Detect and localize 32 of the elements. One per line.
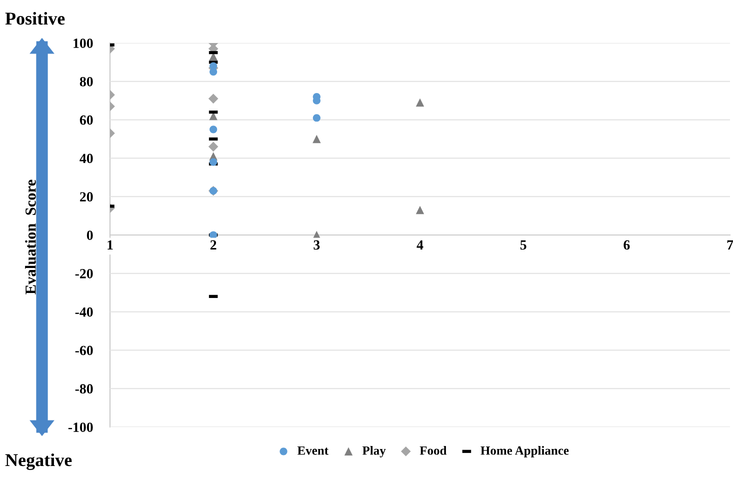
x-tick-label: 3 — [314, 240, 320, 250]
y-tick-label: 0 — [86, 230, 93, 240]
legend-label: Event — [297, 446, 328, 455]
y-tick-label: -40 — [75, 307, 93, 317]
y-tick-label: -20 — [75, 268, 93, 278]
legend-label: Home Appliance — [480, 446, 569, 458]
y-tick-label: -80 — [75, 384, 93, 394]
y-axis-title: Evaluation Score — [25, 180, 36, 294]
y-tick-label: 20 — [80, 192, 93, 202]
x-tick-label: 6 — [624, 240, 630, 250]
legend-label: Food — [420, 446, 447, 455]
point — [416, 206, 424, 214]
point — [210, 158, 218, 166]
x-tick-label: 2 — [210, 240, 216, 250]
x-tick-label: 7 — [727, 240, 733, 250]
x-tick-label: 4 — [416, 240, 424, 250]
y-tick-label: -60 — [75, 346, 93, 356]
point — [210, 62, 218, 70]
x-tick-label: 1 — [108, 240, 113, 250]
y-tick-label: 60 — [80, 115, 93, 125]
y-tick-label: 80 — [80, 76, 93, 86]
point — [312, 114, 320, 122]
point — [416, 98, 424, 107]
point — [210, 126, 218, 134]
y-tick-label: 100 — [74, 38, 93, 48]
y-tick-label: 40 — [80, 154, 93, 164]
x-tick-label: 5 — [520, 240, 526, 250]
legend-label: Play — [362, 446, 386, 458]
point — [312, 134, 321, 144]
text: Positive — [5, 12, 65, 25]
y-tick-label: -100 — [68, 422, 93, 432]
text: Negative — [5, 453, 72, 470]
